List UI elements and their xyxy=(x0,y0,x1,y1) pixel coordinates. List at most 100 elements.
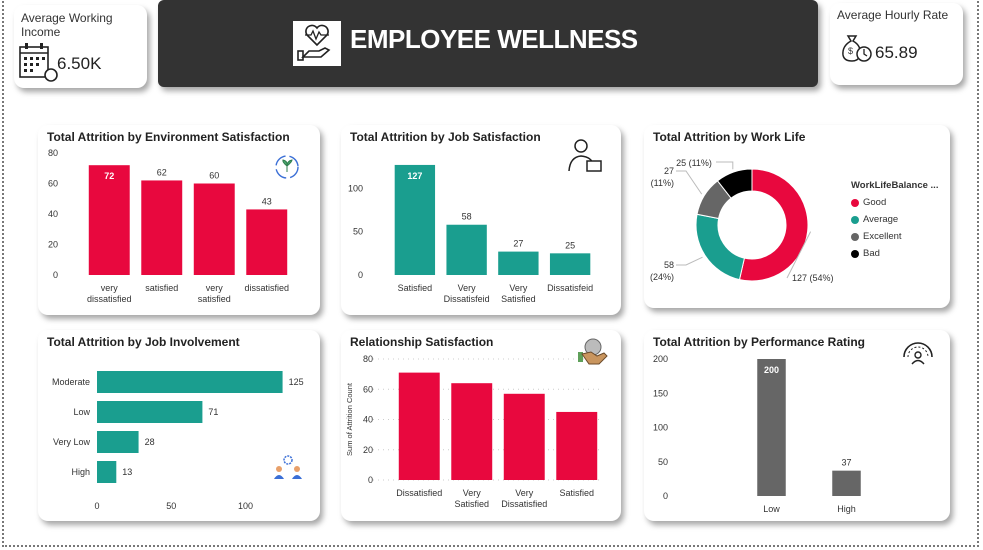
x-tick-label: Dissatisfeid xyxy=(444,294,490,304)
x-tick-label: Very xyxy=(515,488,534,498)
job-satisfaction-chart: 050100127Satisfied58VeryDissatisfeid27Ve… xyxy=(348,164,593,304)
chart-title: Total Attrition by Environment Satisfact… xyxy=(47,130,290,144)
work-life-donut-chart: 127 (54%) 58 (24%) 27 (11%)25 (11%) xyxy=(650,158,834,283)
leader-line xyxy=(676,256,703,266)
data-label: 58 xyxy=(462,212,472,222)
y-tick-label: 100 xyxy=(348,183,363,193)
legend-item-bad[interactable]: Bad xyxy=(851,248,938,259)
bar-very-dissatisfeid xyxy=(446,224,487,275)
data-label: 127 xyxy=(407,171,422,181)
card-relationship-satisfaction: Relationship Satisfaction 0 20 40 60 80 Sum o… xyxy=(341,330,621,521)
slice-bad xyxy=(716,168,753,199)
y-tick-label: 40 xyxy=(48,209,58,219)
leader-line xyxy=(676,170,703,195)
data-label: 13 xyxy=(122,467,132,477)
y-tick-label: High xyxy=(71,467,90,477)
y-tick-label: 80 xyxy=(48,148,58,158)
card-work-life: Total Attrition by Work Life 127 (54%) 58… xyxy=(644,125,950,308)
x-tick-label: dissatisfied xyxy=(87,294,132,304)
y-tick-label: 0 xyxy=(368,475,373,485)
environment-satisfaction-chart: 02040608072verydissatisfied62satisfied60… xyxy=(48,148,289,304)
x-tick-label: Dissatisfied xyxy=(501,499,547,509)
bar-very-satisfied xyxy=(498,251,539,275)
bar-dissatisfied xyxy=(398,372,440,480)
legend-label: Average xyxy=(863,214,899,225)
x-tick-label: Satisfied xyxy=(501,294,536,304)
bar-moderate xyxy=(97,371,283,393)
data-label: 72 xyxy=(104,171,114,181)
y-tick-label: 20 xyxy=(363,445,373,455)
x-tick-label: 0 xyxy=(94,501,99,511)
legend-item-excellent[interactable]: Excellent xyxy=(851,231,938,242)
bar-satisfied xyxy=(556,411,598,480)
y-tick-label: 200 xyxy=(653,354,668,364)
data-label: (11%) xyxy=(651,178,674,188)
handshake-team-icon xyxy=(578,338,608,365)
legend-title: WorkLifeBalance ... xyxy=(851,180,939,191)
legend-item-good[interactable]: Good xyxy=(851,197,938,208)
kpi-value: 6.50K xyxy=(57,54,102,73)
x-tick-label: Low xyxy=(763,504,780,514)
relationship-satisfaction-chart: 0 20 40 60 80 Sum of Attrition Count Dissatisf… xyxy=(345,354,603,509)
bar-very-satisfied xyxy=(193,183,235,275)
y-tick-label: 50 xyxy=(353,227,363,237)
y-tick-label: 100 xyxy=(653,423,668,433)
job-involvement-chart: Moderate 125 Low 71 Very Low 28 High 13 0 50 100 xyxy=(52,371,304,511)
x-tick-label: dissatisfied xyxy=(244,283,289,293)
legend-dot xyxy=(851,249,859,258)
y-tick-label: 0 xyxy=(53,270,58,280)
y-tick-label: Moderate xyxy=(52,377,90,387)
bar-very-dissatisfied xyxy=(503,393,545,480)
legend-dot xyxy=(851,198,859,207)
data-label: 127 (54%) xyxy=(792,273,834,283)
svg-text:$: $ xyxy=(848,46,853,56)
speedometer-person-icon xyxy=(903,342,933,365)
heart-hand-icon xyxy=(293,21,341,66)
data-label: 27 xyxy=(664,166,674,176)
page-title: EMPLOYEE WELLNESS xyxy=(350,24,638,54)
data-label: 37 xyxy=(841,458,851,468)
data-label: 28 xyxy=(145,437,155,447)
x-tick-label: very xyxy=(101,283,119,293)
data-label: (24%) xyxy=(650,272,674,282)
money-bag-clock-icon: $ xyxy=(842,35,872,62)
card-environment-satisfaction: Total Attrition by Environment Satisfact… xyxy=(38,125,320,315)
bar-very-low xyxy=(97,431,139,453)
bar-low xyxy=(757,359,786,496)
legend-item-average[interactable]: Average xyxy=(851,214,938,225)
legend-label: Bad xyxy=(863,248,880,259)
bar-dissatisfied xyxy=(246,209,288,275)
x-tick-label: very xyxy=(206,283,224,293)
chart-title: Total Attrition by Work Life xyxy=(653,130,806,144)
data-label: 71 xyxy=(208,407,218,417)
x-tick-label: High xyxy=(837,504,856,514)
chart-title: Total Attrition by Job Involvement xyxy=(47,335,240,349)
x-tick-label: Very xyxy=(458,283,477,293)
x-tick-label: Dissatisfeid xyxy=(547,283,593,293)
x-tick-label: Very xyxy=(463,488,482,498)
x-tick-label: satisfied xyxy=(145,283,178,293)
x-tick-label: Very xyxy=(509,283,528,293)
header-banner: EMPLOYEE WELLNESS xyxy=(158,0,818,87)
bar-low xyxy=(97,401,203,423)
y-tick-label: 80 xyxy=(363,354,373,364)
chart-title: Relationship Satisfaction xyxy=(350,335,494,349)
leader-line xyxy=(786,231,812,279)
slice-average xyxy=(695,213,746,281)
legend-dot xyxy=(851,232,859,241)
kpi-label: Average Hourly Rate xyxy=(837,8,949,22)
businessman-briefcase-icon xyxy=(568,139,602,172)
y-tick-label: 60 xyxy=(48,179,58,189)
y-axis-label: Sum of Attrition Count xyxy=(345,382,354,456)
y-tick-label: 60 xyxy=(363,384,373,394)
bar-high xyxy=(832,470,861,496)
kpi-label: Average Working Income xyxy=(21,11,113,39)
leader-line xyxy=(716,161,734,170)
y-tick-label: Very Low xyxy=(53,437,91,447)
legend-dot xyxy=(851,215,859,224)
chart-title: Total Attrition by Job Satisfaction xyxy=(350,130,541,144)
y-tick-label: 40 xyxy=(363,415,373,425)
card-job-involvement: Total Attrition by Job Involvement Moder… xyxy=(38,330,320,521)
y-tick-label: 150 xyxy=(653,388,668,398)
